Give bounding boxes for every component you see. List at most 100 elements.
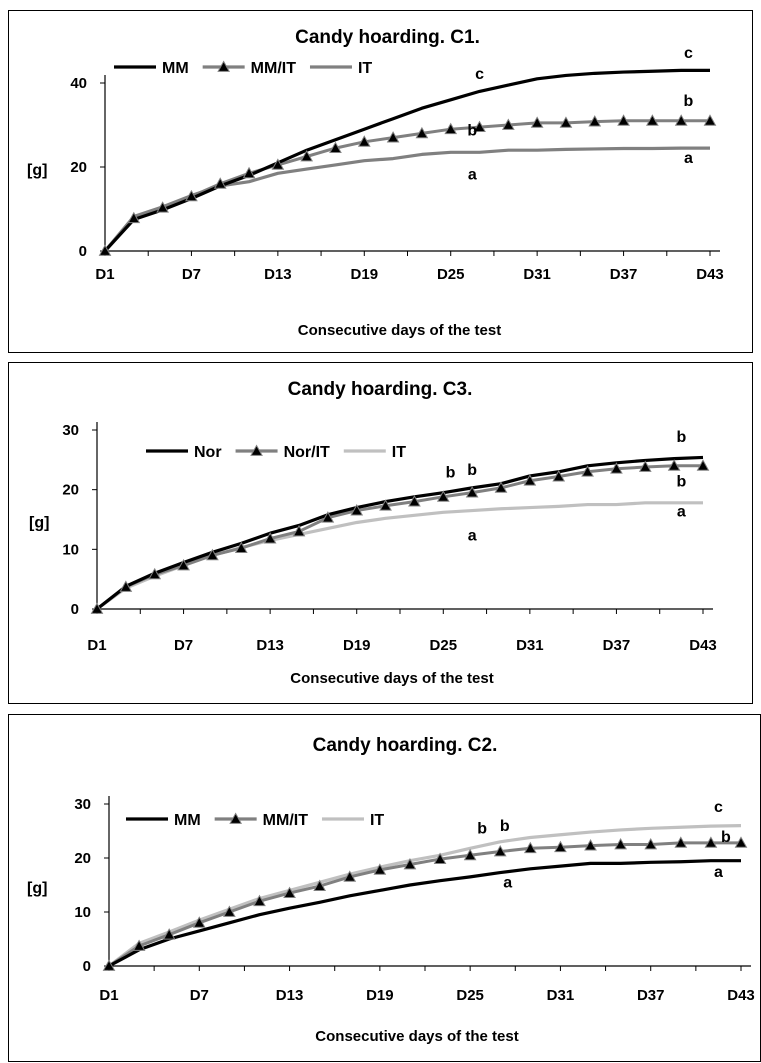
data-point-mm-it: [98, 244, 112, 256]
data-point-nor-it: [292, 524, 306, 537]
data-point-mm-it: [300, 149, 314, 162]
annotation-label: b: [500, 818, 510, 835]
y-axis-label: [g]: [29, 515, 49, 532]
series-line-nor-it: [96, 464, 703, 611]
data-point-mm-it: [523, 841, 537, 854]
data-point-mm-it: [162, 928, 176, 940]
data-point-mm-it: [588, 115, 602, 127]
data-point-nor-it: [494, 481, 508, 493]
x-tick-label: D1: [95, 266, 114, 283]
data-point-mm-it: [223, 905, 236, 917]
x-tick-label: D1: [99, 987, 118, 1004]
data-point-nor-it: [90, 602, 104, 614]
chart-title: Candy hoarding. C3.: [288, 379, 473, 400]
data-point-nor-it: [119, 580, 133, 592]
data-point-nor-it: [148, 567, 162, 580]
y-tick-label: 0: [71, 601, 79, 618]
legend-label: MM/IT: [251, 60, 297, 77]
data-point-nor-it: [350, 504, 364, 516]
data-point-mm-it: [703, 114, 717, 126]
data-point-mm-it: [463, 848, 477, 861]
data-point-mm-it: [674, 114, 688, 126]
series-line-mm-it: [103, 119, 710, 252]
data-point-mm-it: [313, 879, 327, 891]
data-point-mm-it: [644, 837, 658, 850]
y-axis-label: [g]: [27, 880, 47, 897]
x-tick-label: D7: [190, 987, 209, 1004]
x-tick-label: D19: [351, 266, 379, 283]
y-tick-label: 20: [70, 159, 87, 176]
data-point-mm-it: [493, 844, 507, 857]
data-point-mm-it: [102, 959, 116, 971]
data-point-nor-it: [379, 499, 392, 511]
x-tick-label: D31: [516, 637, 544, 654]
data-point-mm-it: [554, 840, 567, 853]
series-line-it: [96, 501, 703, 611]
annotation-label: a: [684, 150, 693, 167]
series-line-nor: [96, 455, 704, 611]
data-point-nor-it: [206, 548, 219, 561]
legend-marker: [250, 444, 263, 456]
legend-label: Nor: [194, 444, 222, 461]
data-point-mm-it: [704, 836, 718, 848]
legend-label: MM/IT: [263, 812, 309, 829]
annotation-label: c: [684, 45, 693, 62]
y-axis-label: [g]: [27, 162, 47, 179]
data-point-mm-it: [373, 863, 387, 875]
data-point-mm-it: [674, 836, 688, 848]
x-tick-label: D25: [437, 266, 465, 283]
data-point-mm-it: [415, 126, 429, 139]
x-tick-label: D7: [174, 637, 193, 654]
annotation-label: a: [468, 167, 477, 184]
data-point-mm-it: [444, 122, 458, 135]
data-point-mm-it: [433, 852, 447, 864]
annotation-label: b: [676, 429, 686, 446]
annotation-label: b: [467, 462, 477, 479]
x-tick-label: D37: [637, 987, 665, 1004]
data-point-mm-it: [734, 836, 748, 848]
x-tick-label: D13: [264, 266, 292, 283]
x-axis-label: Consecutive days of the test: [298, 322, 501, 339]
x-tick-label: D13: [276, 987, 304, 1004]
data-point-mm-it: [614, 837, 627, 850]
data-point-mm-it: [617, 114, 630, 126]
line-chart-c3: Candy hoarding. C3. 0 10 20 30 D1 D7 D13 D19 D25 D…: [29, 379, 717, 687]
x-tick-label: D37: [603, 637, 631, 654]
line-chart-c1: Candy hoarding. C1. 0 20 40 D1 D7 D13 D19 D25 D31…: [27, 27, 724, 339]
x-tick-label: D43: [689, 637, 717, 654]
data-point-nor-it: [436, 490, 450, 502]
chart-title: Candy hoarding. C2.: [313, 735, 498, 756]
data-point-nor-it: [581, 465, 594, 477]
legend-marker: [229, 812, 243, 824]
data-point-mm-it: [253, 894, 266, 907]
series-line-mm: [108, 859, 741, 968]
data-point-nor-it: [263, 532, 277, 544]
annotation-label: b: [467, 123, 477, 140]
annotation-label: b: [676, 474, 686, 491]
legend-label: MM: [162, 60, 189, 77]
y-tick-label: 40: [70, 75, 87, 92]
data-point-mm-it: [185, 189, 198, 202]
x-tick-label: D1: [87, 637, 106, 654]
y-tick-label: 10: [62, 541, 79, 558]
series-line-mm: [103, 68, 710, 253]
x-tick-label: D19: [343, 637, 371, 654]
annotation-label: a: [714, 864, 723, 881]
data-point-mm-it: [386, 131, 400, 143]
legend-label: IT: [392, 444, 406, 461]
data-point-nor-it: [465, 486, 479, 498]
x-tick-label: D43: [727, 987, 755, 1004]
series-line-it: [108, 824, 742, 968]
data-point-nor-it: [638, 460, 652, 472]
data-point-mm-it: [132, 939, 146, 951]
y-tick-label: 30: [74, 796, 91, 813]
chart-panel-c2: Candy hoarding. C2. 0 10 20 30 D1 D7 D13 D19 D25 D…: [8, 714, 761, 1062]
annotation-label: b: [684, 93, 694, 110]
x-tick-label: D25: [430, 637, 458, 654]
line-chart-c2: Candy hoarding. C2. 0 10 20 30 D1 D7 D13 D19 D25 D…: [27, 735, 755, 1045]
data-point-nor-it: [177, 558, 190, 571]
data-point-mm-it: [283, 886, 296, 898]
x-tick-label: D13: [256, 637, 284, 654]
y-tick-label: 20: [74, 850, 91, 867]
data-point-mm-it: [156, 201, 169, 213]
